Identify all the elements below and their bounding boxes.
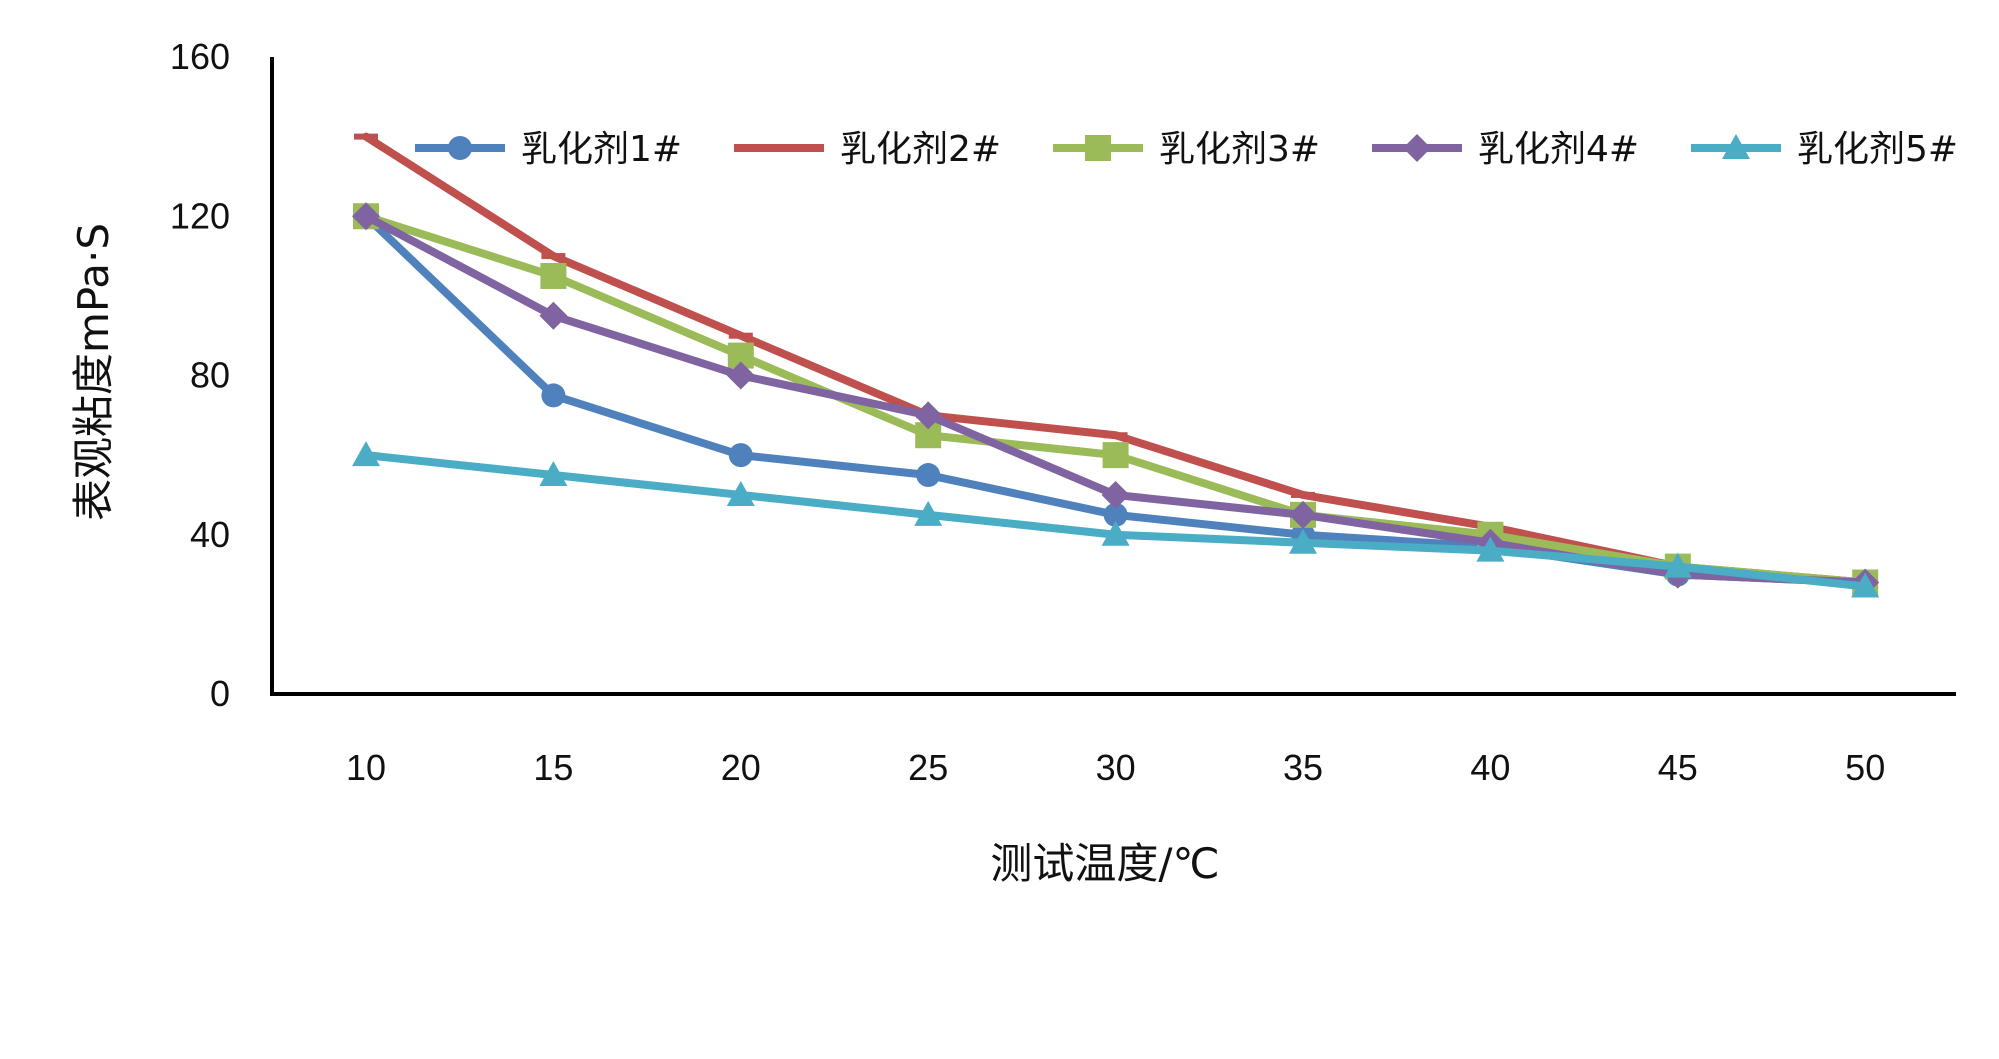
data-point (1289, 528, 1317, 554)
data-point (1663, 552, 1692, 578)
data-point (1101, 480, 1130, 509)
data-point (539, 461, 568, 487)
data-point (1851, 572, 1880, 598)
legend-label: 乳化剂5# (1797, 129, 1958, 170)
y-tick-label: 40 (190, 514, 230, 555)
legend-item: 乳化剂1# (415, 129, 682, 170)
data-point (914, 500, 943, 526)
x-tick-label: 50 (1845, 747, 1885, 788)
x-tick-label: 15 (533, 747, 573, 788)
data-point (1103, 432, 1128, 439)
data-point (1289, 500, 1317, 529)
data-point (916, 463, 941, 488)
legend-label: 乳化剂1# (521, 129, 682, 170)
x-tick-label: 30 (1096, 747, 1136, 788)
data-point (540, 262, 567, 289)
legend-marker (767, 145, 791, 151)
legend-label: 乳化剂2# (840, 129, 1001, 170)
data-point (1101, 520, 1130, 546)
legend-label: 乳化剂3# (1159, 129, 1320, 170)
data-point (1476, 536, 1505, 562)
data-point (1291, 491, 1315, 498)
data-point (539, 301, 568, 330)
legend-item: 乳化剂4# (1372, 129, 1639, 170)
data-point (352, 202, 380, 231)
x-tick-label: 20 (721, 747, 761, 788)
data-point (354, 133, 378, 140)
data-point (352, 441, 380, 467)
legend-item: 乳化剂3# (1053, 129, 1320, 170)
data-point (914, 401, 943, 430)
data-point (541, 253, 566, 260)
data-point (1102, 442, 1129, 469)
x-tick-label: 40 (1470, 747, 1510, 788)
series-layer (352, 132, 1880, 598)
data-point (1103, 502, 1128, 527)
y-tick-label: 120 (170, 195, 230, 236)
data-point (726, 480, 755, 506)
x-tick-label: 25 (908, 747, 948, 788)
legend-item: 乳化剂5# (1691, 129, 1958, 170)
x-tick-label: 35 (1283, 747, 1323, 788)
legend: 乳化剂1# 乳化剂2# 乳化剂3# 乳化剂4# 乳化剂5# (415, 129, 1958, 170)
x-axis-title: 测试温度/℃ (990, 839, 1219, 888)
data-point (726, 361, 755, 390)
y-tick-label: 0 (210, 673, 230, 714)
y-axis-title: 表观粘度mPa·S (69, 223, 118, 521)
y-tick-label: 160 (170, 36, 230, 77)
legend-item: 乳化剂2# (734, 129, 1001, 170)
legend-label: 乳化剂4# (1478, 129, 1639, 170)
x-tick-label: 45 (1658, 747, 1698, 788)
legend-marker (1403, 134, 1431, 162)
data-point (541, 383, 566, 408)
x-tick-labels: 10 15 20 25 30 35 40 45 50 (346, 747, 1885, 788)
data-point (728, 332, 753, 339)
legend-marker (1722, 134, 1750, 159)
y-tick-label: 80 (190, 355, 230, 396)
data-point (728, 443, 753, 468)
legend-marker (448, 136, 472, 160)
x-tick-label: 10 (346, 747, 386, 788)
y-tick-labels: 0 40 80 120 160 (170, 36, 230, 714)
axes (270, 57, 1956, 696)
series-5 (352, 441, 1880, 598)
legend-marker (1085, 135, 1111, 161)
